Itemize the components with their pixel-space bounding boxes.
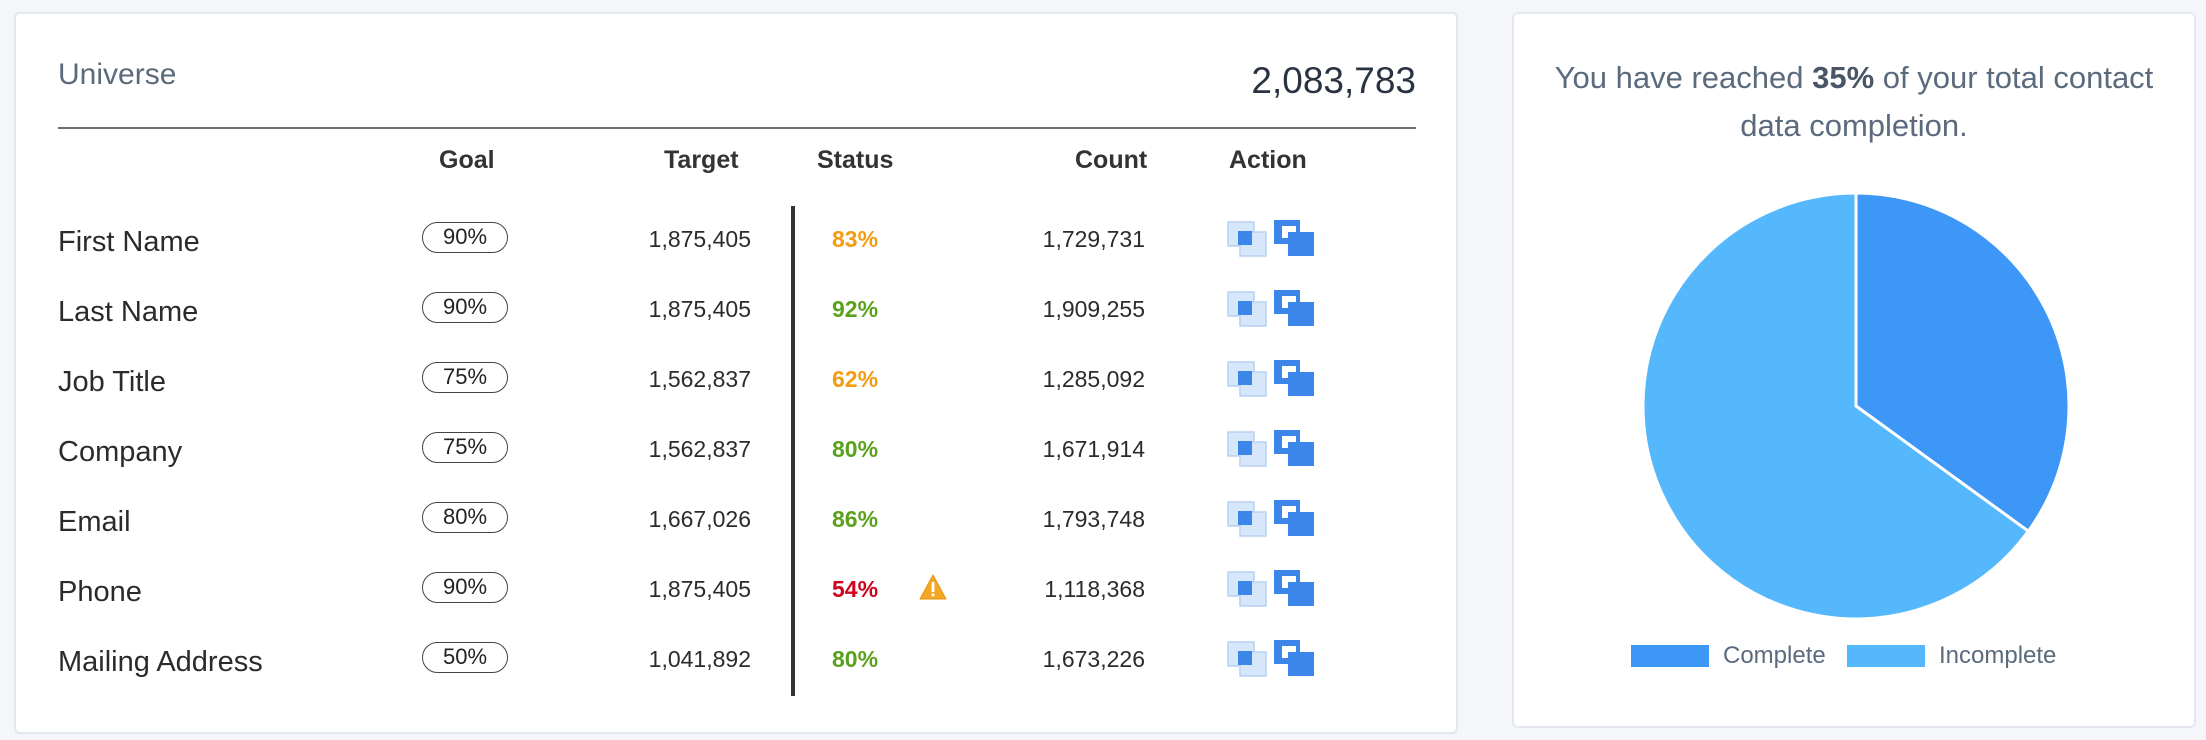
duplicate-icon[interactable]	[1272, 358, 1318, 400]
column-header-target: Target	[664, 146, 739, 174]
row-actions	[1226, 564, 1326, 608]
goal-pill[interactable]: 80%	[422, 502, 508, 533]
duplicate-icon[interactable]	[1272, 428, 1318, 470]
goal-pill[interactable]: 90%	[422, 292, 508, 323]
count-value: 1,729,731	[1042, 226, 1145, 252]
column-header-status: Status	[817, 146, 894, 174]
column-header-action: Action	[1229, 146, 1307, 174]
row-label: Job Title	[58, 366, 166, 398]
status-value: 92%	[832, 296, 879, 322]
header-divider	[58, 127, 1416, 129]
target-value: 1,875,405	[648, 226, 751, 252]
target-value: 1,875,405	[648, 576, 751, 602]
status-value: 80%	[832, 646, 879, 672]
select-area-icon[interactable]	[1226, 500, 1270, 540]
completion-suffix: of your total contact data completion.	[1740, 60, 2154, 143]
duplicate-icon[interactable]	[1272, 498, 1318, 540]
completion-panel: You have reached 35% of your total conta…	[1512, 12, 2196, 728]
target-value: 1,041,892	[648, 646, 751, 672]
row-label: Mailing Address	[58, 646, 263, 678]
status-column-divider	[791, 206, 795, 696]
row-label: Phone	[58, 576, 142, 608]
target-value: 1,562,837	[648, 436, 751, 462]
row-actions	[1226, 494, 1326, 538]
target-value: 1,667,026	[648, 506, 751, 532]
completion-percent: 35%	[1812, 60, 1875, 95]
table-row: Company 75% 1,562,837 80% 1,671,914	[16, 424, 1456, 494]
row-actions	[1226, 424, 1326, 468]
select-area-icon[interactable]	[1226, 570, 1270, 610]
column-header-goal: Goal	[439, 146, 495, 174]
duplicate-icon[interactable]	[1272, 568, 1318, 610]
status-value: 83%	[832, 226, 879, 252]
table-row: Last Name 90% 1,875,405 92% 1,909,255	[16, 284, 1456, 354]
select-area-icon[interactable]	[1226, 640, 1270, 680]
goal-pill[interactable]: 90%	[422, 572, 508, 603]
goal-pill[interactable]: 50%	[422, 642, 508, 673]
column-header-count: Count	[1075, 146, 1148, 174]
status-value: 80%	[832, 436, 879, 462]
universe-panel: Universe 2,083,783 Goal Target Status Co…	[14, 12, 1458, 734]
legend-label-incomplete: Incomplete	[1939, 642, 2057, 669]
count-value: 1,671,914	[1042, 436, 1145, 462]
duplicate-icon[interactable]	[1272, 638, 1318, 680]
universe-title: Universe	[58, 58, 177, 91]
row-actions	[1226, 354, 1326, 398]
universe-count: 2,083,783	[1251, 60, 1416, 101]
count-value: 1,673,226	[1042, 646, 1145, 672]
status-value: 54%	[832, 576, 879, 602]
completion-prefix: You have reached	[1554, 60, 1813, 95]
warning-triangle-icon	[919, 574, 947, 600]
table-row: Job Title 75% 1,562,837 62% 1,285,092	[16, 354, 1456, 424]
count-value: 1,793,748	[1042, 506, 1145, 532]
table-row: Phone 90% 1,875,405 54% 1,118,368	[16, 564, 1456, 634]
legend-swatch-complete	[1631, 645, 1709, 667]
legend-swatch-incomplete	[1847, 645, 1925, 667]
count-value: 1,118,368	[1044, 576, 1145, 602]
goal-pill[interactable]: 75%	[422, 432, 508, 463]
completion-pie-chart	[1641, 191, 2071, 621]
row-label: Company	[58, 436, 183, 468]
table-row: First Name 90% 1,875,405 83% 1,729,731	[16, 214, 1456, 284]
row-actions	[1226, 634, 1326, 678]
select-area-icon[interactable]	[1226, 220, 1270, 260]
row-label: Email	[58, 506, 131, 538]
select-area-icon[interactable]	[1226, 430, 1270, 470]
select-area-icon[interactable]	[1226, 290, 1270, 330]
select-area-icon[interactable]	[1226, 360, 1270, 400]
count-value: 1,909,255	[1042, 296, 1145, 322]
target-value: 1,875,405	[648, 296, 751, 322]
row-actions	[1226, 284, 1326, 328]
count-value: 1,285,092	[1042, 366, 1145, 392]
goal-pill[interactable]: 90%	[422, 222, 508, 253]
status-value: 86%	[832, 506, 879, 532]
row-label: Last Name	[58, 296, 199, 328]
legend-label-complete: Complete	[1723, 642, 1826, 669]
goal-pill[interactable]: 75%	[422, 362, 508, 393]
table-row: Email 80% 1,667,026 86% 1,793,748	[16, 494, 1456, 564]
row-label: First Name	[58, 226, 200, 258]
pie-slice-complete[interactable]	[1854, 191, 2071, 534]
table-row: Mailing Address 50% 1,041,892 80% 1,673,…	[16, 634, 1456, 704]
pie-slice-incomplete[interactable]	[1641, 191, 2031, 621]
target-value: 1,562,837	[648, 366, 751, 392]
completion-message: You have reached 35% of your total conta…	[1554, 54, 2154, 150]
row-actions	[1226, 214, 1326, 258]
status-value: 62%	[832, 366, 879, 392]
duplicate-icon[interactable]	[1272, 218, 1318, 260]
duplicate-icon[interactable]	[1272, 288, 1318, 330]
